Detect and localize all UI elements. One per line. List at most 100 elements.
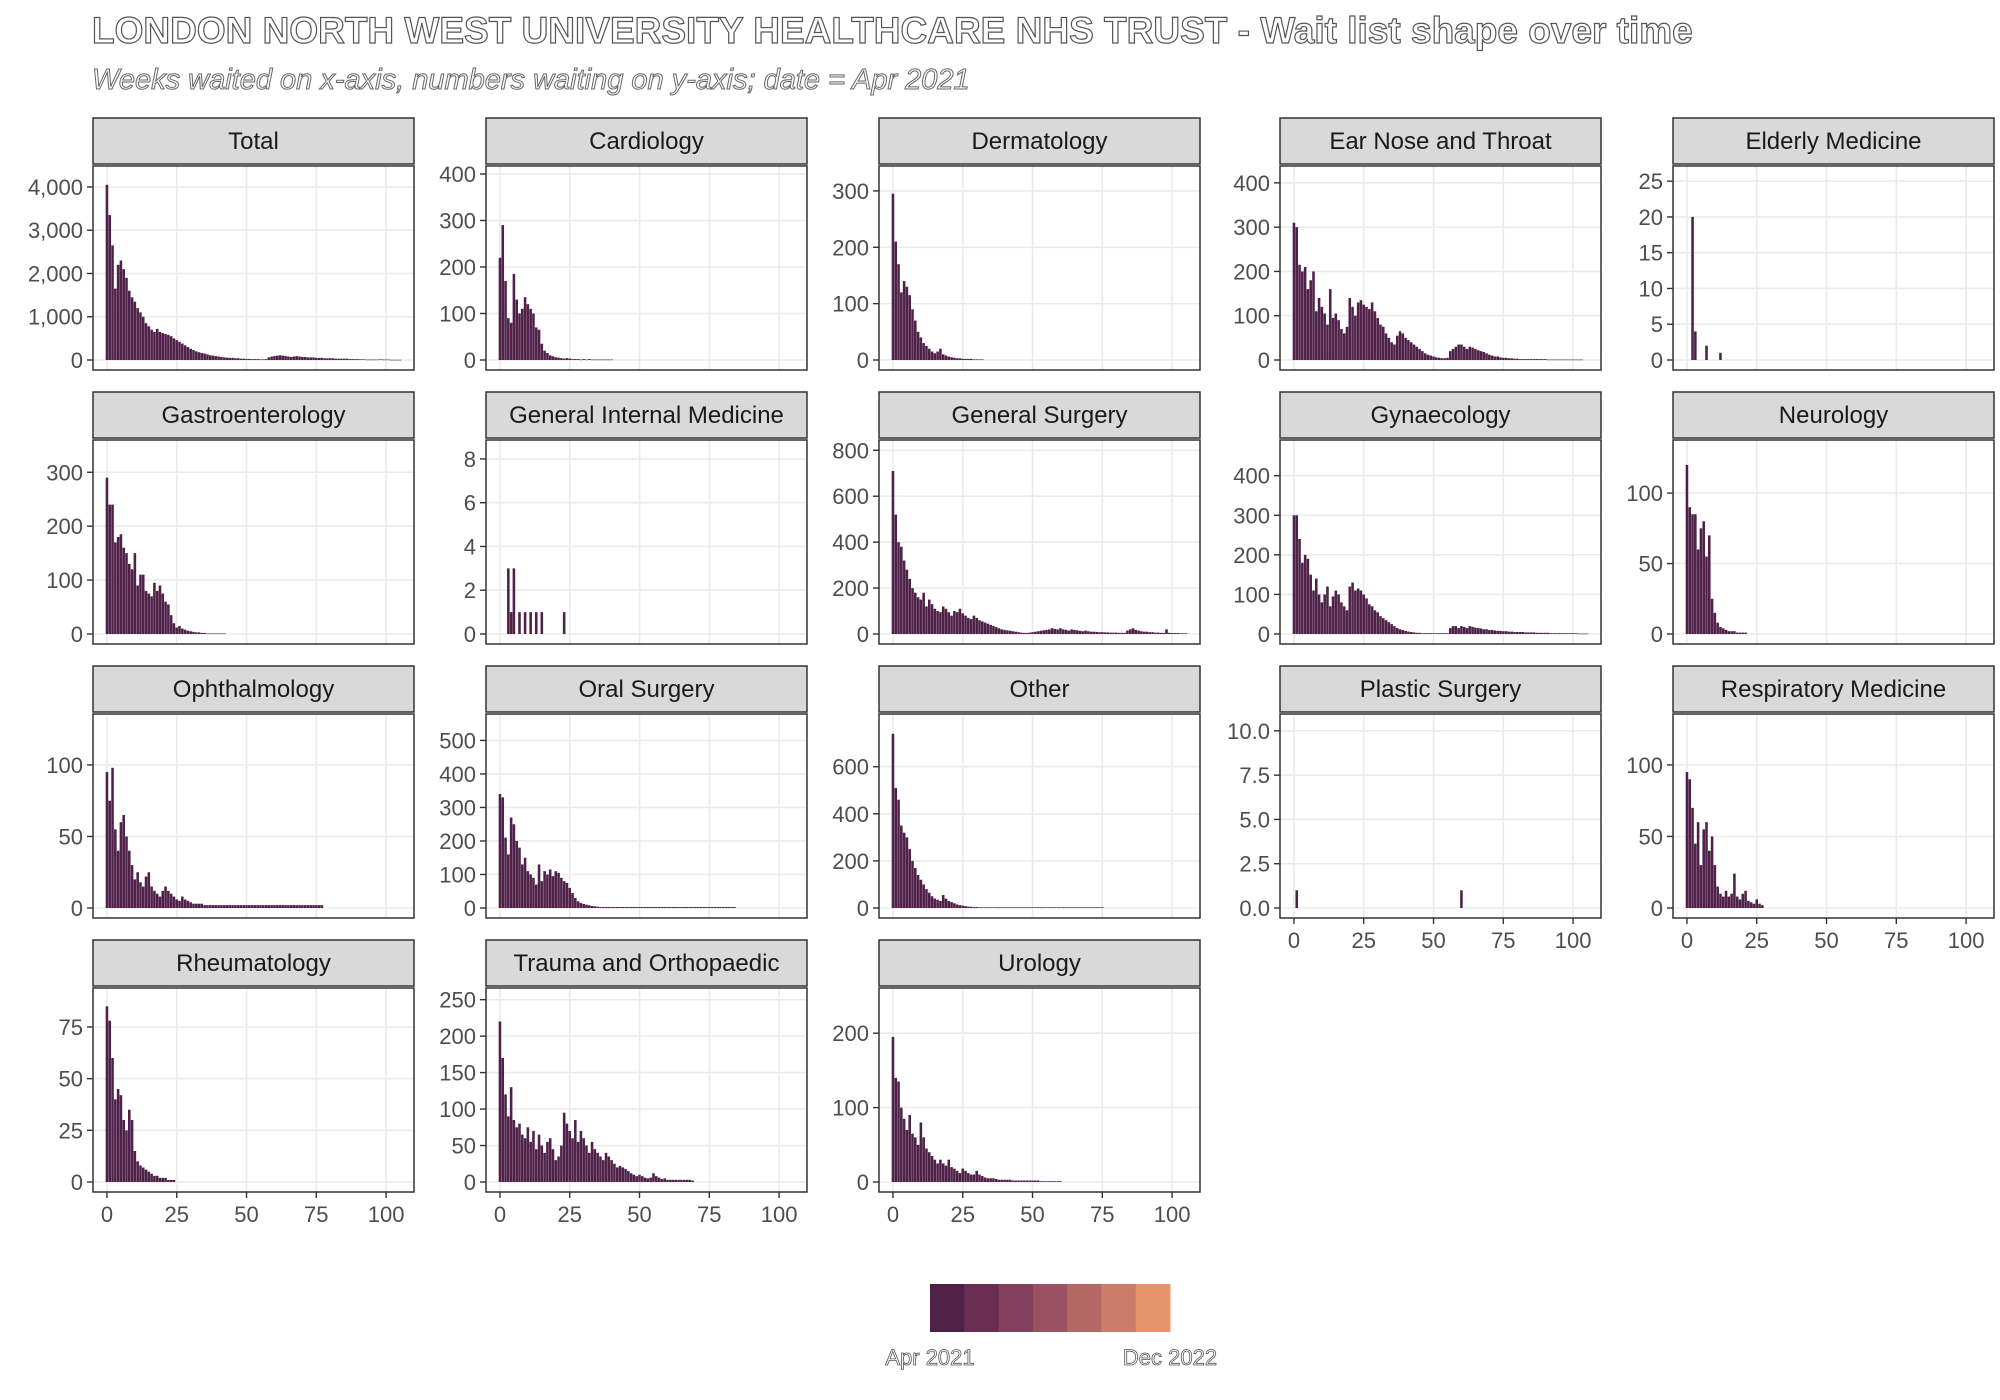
y-tick-label: 300 [1233,215,1270,240]
y-tick-label: 400 [439,762,476,787]
bar [1738,632,1742,634]
bar [1460,890,1463,908]
bar [632,906,636,908]
y-tick-label: 0 [1258,348,1270,373]
bar [164,1177,167,1182]
bar [158,896,162,908]
bar [1089,907,1093,908]
x-tick-label: 50 [234,1202,258,1227]
bar [548,355,552,360]
bar [978,1174,981,1182]
bar [607,906,611,908]
bar [1042,1181,1045,1182]
bar [671,906,675,908]
strip-bg [92,939,415,987]
strip-bg [1279,117,1602,165]
bar [969,906,973,908]
bar [105,184,109,360]
legend-swatch [1101,1284,1137,1332]
bar [208,355,212,360]
bar [1705,345,1708,360]
bar [1738,899,1742,908]
bar [284,356,287,360]
panel-neurology: Neurology 0 50 100 [1626,391,1995,647]
chart-subtitle: Weeks waited on x-axis, numbers waiting … [92,64,971,97]
y-tick-label: 0 [1651,348,1663,373]
bar [657,906,661,908]
bars [1691,216,1722,360]
bar [980,621,984,634]
bar [961,358,965,360]
bar [992,907,995,908]
y-tick-label: 300 [439,209,476,234]
bar [691,906,694,908]
y-tick-label: 600 [832,755,869,780]
y-tick-label: 100 [1233,304,1270,329]
bar [574,359,577,360]
bar [916,875,920,908]
bar [1713,612,1717,634]
bar [312,905,315,908]
bar [590,359,594,361]
bar [950,357,953,360]
bar [1490,630,1494,634]
bar [1423,633,1427,634]
bar [1710,598,1714,634]
bar [596,906,599,908]
bar [1031,907,1034,908]
bar [320,357,324,360]
bar [1070,629,1073,634]
bar [1440,358,1444,360]
bar [1087,907,1090,908]
y-tick-label: 8 [464,447,476,472]
bar [919,599,923,634]
bar [733,906,736,908]
panel-general-internal-medicine: General Internal Medicine 0 2 4 6 8 [464,391,808,647]
bar [507,318,510,360]
bar [315,905,318,908]
panel-border [485,713,808,919]
bar [950,615,953,634]
bar [398,359,402,361]
bar [911,860,914,908]
bar [1694,843,1697,908]
bar [1513,632,1516,634]
bar [1045,629,1048,634]
y-tick-label: 250 [439,988,476,1013]
bar [654,1176,658,1182]
bar [1000,629,1004,634]
strip-bg [878,391,1201,439]
y-tick-label: 1,000 [28,305,83,330]
bar [1309,574,1312,634]
bar [1101,907,1104,908]
bar [328,358,332,360]
bar [724,906,728,908]
bar [992,625,995,634]
bar [657,1177,661,1182]
y-tick-label: 4,000 [28,175,83,200]
y-tick-label: 800 [832,438,869,463]
bar [1705,556,1708,634]
bar [1457,628,1460,634]
bar [192,350,195,360]
bar [1685,772,1689,908]
bar [122,269,125,360]
y-tick-label: 7.5 [1239,763,1270,788]
bar [1474,627,1477,634]
bar [900,292,903,360]
bar [571,892,574,908]
bar [936,611,939,634]
bar [1387,622,1391,634]
strip-bg [1672,665,1995,713]
bar [599,906,602,908]
bar [133,301,137,360]
bar [1025,907,1029,908]
bar [922,1137,925,1182]
bar [228,905,232,908]
bar [1345,326,1349,360]
strip-label: Cardiology [589,128,704,155]
bar [562,358,566,360]
bar [654,906,658,908]
bar [220,356,223,360]
bar [1359,300,1363,360]
